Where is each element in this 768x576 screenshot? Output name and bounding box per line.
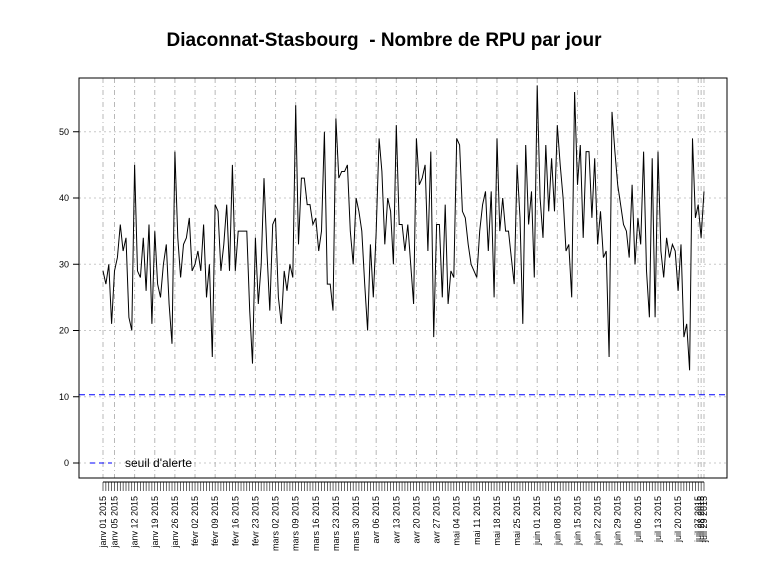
x-tick-label: janv 05 2015 bbox=[110, 496, 120, 549]
x-tick-label: févr 09 2015 bbox=[210, 496, 220, 546]
x-tick-label: févr 16 2015 bbox=[230, 496, 240, 546]
x-tick-label: mai 25 2015 bbox=[512, 496, 522, 546]
x-tick-label: juil 13 2015 bbox=[653, 496, 663, 543]
y-tick-label: 50 bbox=[59, 127, 69, 137]
grid-layer bbox=[79, 78, 727, 478]
y-tick-label: 40 bbox=[59, 193, 69, 203]
x-tick-label: juin 22 2015 bbox=[593, 496, 603, 546]
chart-title: Diaconnat-Stasbourg - Nombre de RPU par … bbox=[166, 30, 602, 51]
legend: seuil d'alerte bbox=[90, 456, 192, 470]
plot-frame bbox=[78, 77, 728, 479]
x-tick-label: mai 11 2015 bbox=[472, 496, 482, 545]
y-tick-label: 10 bbox=[59, 392, 69, 402]
x-tick-label: janv 26 2015 bbox=[170, 496, 180, 549]
legend-label-seuil: seuil d'alerte bbox=[125, 456, 192, 470]
x-tick-label: juin 15 2015 bbox=[572, 496, 582, 546]
y-tick-label: 20 bbox=[59, 326, 69, 336]
series-layer bbox=[102, 85, 705, 371]
x-tick-label: mars 30 2015 bbox=[351, 496, 361, 551]
y-tick-label: 30 bbox=[59, 259, 69, 269]
x-axis: janv 01 2015 janv 05 2015 janv 12 2015 janv… bbox=[98, 481, 709, 551]
x-tick-label: mai 04 2015 bbox=[452, 496, 462, 546]
x-tick-label: juin 01 2015 bbox=[532, 496, 542, 546]
x-tick-label: juin 29 2015 bbox=[613, 496, 623, 546]
x-tick-label: avr 13 2015 bbox=[391, 496, 401, 544]
series-line-rpu bbox=[102, 85, 705, 371]
x-tick-label: juil 29 2015 bbox=[699, 496, 709, 543]
x-tick-label: janv 01 2015 bbox=[98, 496, 108, 549]
x-tick-label: avr 06 2015 bbox=[371, 496, 381, 544]
x-tick-label: juin 08 2015 bbox=[552, 496, 562, 546]
x-tick-label: avr 27 2015 bbox=[432, 496, 442, 544]
x-tick-label: févr 02 2015 bbox=[190, 496, 200, 546]
x-tick-label: mars 16 2015 bbox=[311, 496, 321, 551]
x-tick-label: juil 27 2015 bbox=[693, 496, 703, 543]
x-tick-label: juil 06 2015 bbox=[633, 496, 643, 543]
x-tick-label: févr 23 2015 bbox=[250, 496, 260, 546]
x-tick-label: mars 02 2015 bbox=[271, 496, 281, 551]
x-tick-label: mars 23 2015 bbox=[331, 496, 341, 551]
x-tick-label: juil 20 2015 bbox=[673, 496, 683, 543]
x-tick-label: avr 20 2015 bbox=[411, 496, 421, 544]
y-axis: 0 10 20 30 40 50 bbox=[59, 127, 79, 468]
y-tick-label: 0 bbox=[64, 458, 69, 468]
x-tick-label: mai 18 2015 bbox=[492, 496, 502, 546]
x-tick-label: janv 12 2015 bbox=[130, 496, 140, 549]
x-tick-label: mars 09 2015 bbox=[291, 496, 301, 551]
x-tick-label: juil 28 2015 bbox=[696, 496, 706, 543]
x-tick-label: janv 19 2015 bbox=[150, 496, 160, 549]
